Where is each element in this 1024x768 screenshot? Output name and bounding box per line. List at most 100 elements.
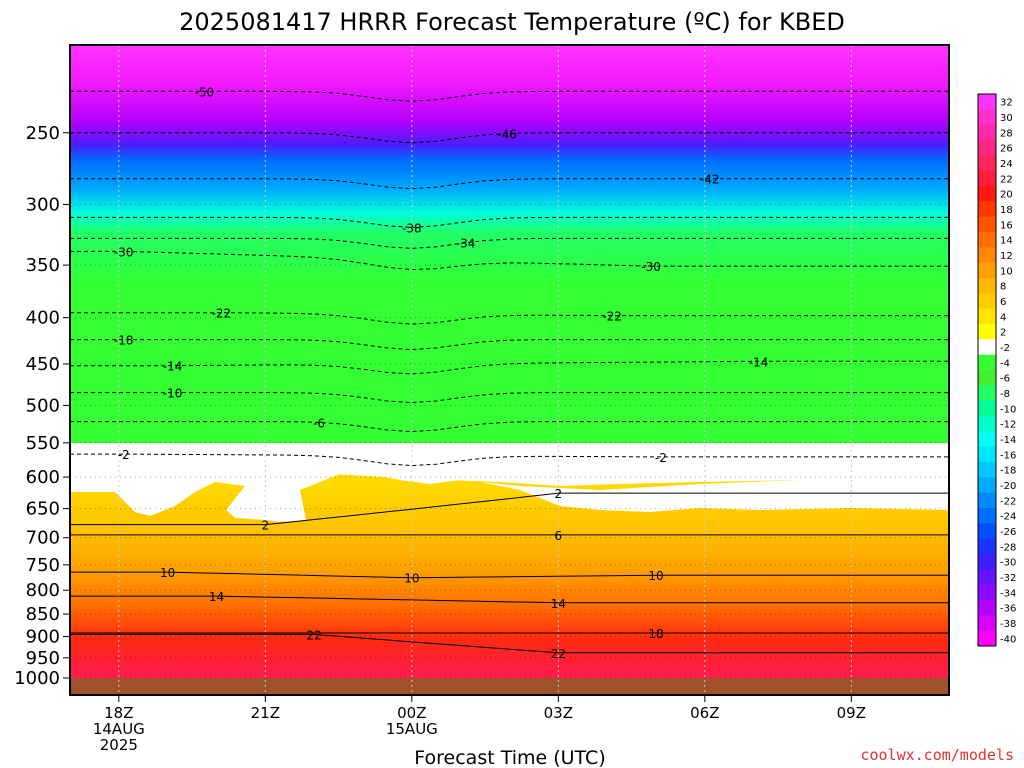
colorbar-label: -38 xyxy=(1000,619,1016,630)
colorbar-swatch xyxy=(978,400,996,417)
colorbar-swatch xyxy=(978,278,996,294)
y-tick-label: 750 xyxy=(26,555,60,576)
y-tick-label: 400 xyxy=(26,308,60,329)
colorbar-swatch xyxy=(978,247,996,264)
contour-label: -30 xyxy=(641,260,661,274)
colorbar-swatch xyxy=(978,431,996,448)
colorbar-swatch xyxy=(978,232,996,248)
colorbar-label: 32 xyxy=(1000,98,1013,109)
colorbar-label: -22 xyxy=(1000,496,1016,507)
colorbar-label: 2 xyxy=(1000,328,1006,339)
contour-label: -46 xyxy=(497,127,517,141)
contour-label: -14 xyxy=(163,360,183,374)
contour-label: -38 xyxy=(402,221,422,235)
ground-surface xyxy=(70,678,949,695)
x-tick-label: 2025 xyxy=(100,736,138,754)
contour-lines xyxy=(70,90,949,654)
x-tick-label: 00Z xyxy=(397,704,426,722)
colorbar-swatch xyxy=(978,462,996,478)
contour-label: 2 xyxy=(555,487,563,501)
colorbar-swatch xyxy=(978,339,996,356)
colorbar-label: 12 xyxy=(1000,251,1013,262)
colorbar-label: -4 xyxy=(1000,358,1010,369)
contour-labels: -50-46-42-38-34-30-30-22 -22-18-14 -14-10-… xyxy=(114,85,768,661)
vertical-grid xyxy=(118,45,852,695)
contour-label: -30 xyxy=(114,245,134,259)
contour-label: 10 xyxy=(160,566,175,580)
x-axis-title: Forecast Time (UTC) xyxy=(414,747,605,768)
contour-label: -18 xyxy=(114,334,134,348)
colorbar-label: 18 xyxy=(1000,205,1013,216)
y-tick-label: 300 xyxy=(26,194,60,215)
x-tick-label: 09Z xyxy=(837,704,866,722)
colorbar-label: -36 xyxy=(1000,604,1016,615)
colorbar-label: -10 xyxy=(1000,404,1016,415)
colorbar-swatch xyxy=(978,600,996,616)
colorbar-swatch xyxy=(978,324,996,340)
x-tick-label: 21Z xyxy=(251,704,280,722)
freezing-level-band xyxy=(70,443,949,465)
colorbar-swatch xyxy=(978,477,996,494)
contour-line xyxy=(70,571,949,579)
contour-label: -50 xyxy=(194,85,214,99)
x-tick-label: 14AUG xyxy=(93,720,145,738)
colorbar-swatch xyxy=(978,569,996,586)
y-tick-label: 1000 xyxy=(14,668,60,689)
colorbar-swatch xyxy=(978,124,996,141)
colorbar-label: 20 xyxy=(1000,190,1013,201)
colorbar-frame xyxy=(977,93,997,647)
colorbar-label: 8 xyxy=(1000,282,1006,293)
colorbar-label: 26 xyxy=(1000,144,1013,155)
colorbar-swatch xyxy=(978,523,996,540)
y-tick-label: 450 xyxy=(26,354,60,375)
colorbar-label: 30 xyxy=(1000,113,1013,124)
colorbar-swatch xyxy=(978,308,996,325)
contour-line xyxy=(70,595,949,604)
contour-label: -34 xyxy=(456,237,476,251)
y-tick-label: 950 xyxy=(26,648,60,669)
colorbar-label: -2 xyxy=(1000,343,1010,354)
x-tick-label: 03Z xyxy=(544,704,573,722)
y-axis: 2503003504004505005506006507007508008509… xyxy=(14,123,70,689)
contour-label: 22 xyxy=(307,628,322,642)
colorbar-swatch xyxy=(978,508,996,524)
colorbar-swatch xyxy=(978,262,996,279)
contour-label: -10 xyxy=(163,387,183,401)
colorbar-swatch xyxy=(978,94,996,110)
colorbar-swatch xyxy=(978,293,996,310)
colorbar-swatch xyxy=(978,155,996,172)
contour-label: -2 xyxy=(655,451,667,465)
colorbar-label: 16 xyxy=(1000,220,1013,231)
y-tick-label: 900 xyxy=(26,627,60,648)
y-tick-label: 800 xyxy=(26,580,60,601)
contour-label: 14 xyxy=(209,590,224,604)
colorbar-swatch xyxy=(978,538,996,555)
x-tick-label: 06Z xyxy=(690,704,719,722)
colorbar-swatch xyxy=(978,170,996,187)
colorbar-label: 28 xyxy=(1000,128,1013,139)
contour-label: -6 xyxy=(313,416,325,430)
plot-frame xyxy=(69,44,950,696)
colorbar-label: -14 xyxy=(1000,435,1016,446)
x-tick-label: 15AUG xyxy=(386,720,438,738)
colorbar-label: -18 xyxy=(1000,466,1016,477)
y-tick-label: 850 xyxy=(26,604,60,625)
colorbar-label: 22 xyxy=(1000,174,1013,185)
colorbar-label: -32 xyxy=(1000,573,1016,584)
colorbar-label: -16 xyxy=(1000,450,1016,461)
y-tick-label: 500 xyxy=(26,395,60,416)
chart-title: 2025081417 HRRR Forecast Temperature (ºC… xyxy=(179,8,845,36)
colorbar-label: -34 xyxy=(1000,588,1016,599)
plot-area: -50-46-42-38-34-30-30-22 -22-18-14 -14-10-… xyxy=(70,45,949,695)
contour-label: -2 xyxy=(118,448,130,462)
colorbar-swatch xyxy=(978,385,996,402)
contour-line xyxy=(70,633,949,654)
colorbar-label: 4 xyxy=(1000,312,1006,323)
contour-label: 14 xyxy=(551,597,566,611)
y-tick-label: 350 xyxy=(26,255,60,276)
contour-line xyxy=(70,492,949,526)
colorbar-label: -40 xyxy=(1000,634,1016,645)
contour-label: -22 xyxy=(212,307,232,321)
